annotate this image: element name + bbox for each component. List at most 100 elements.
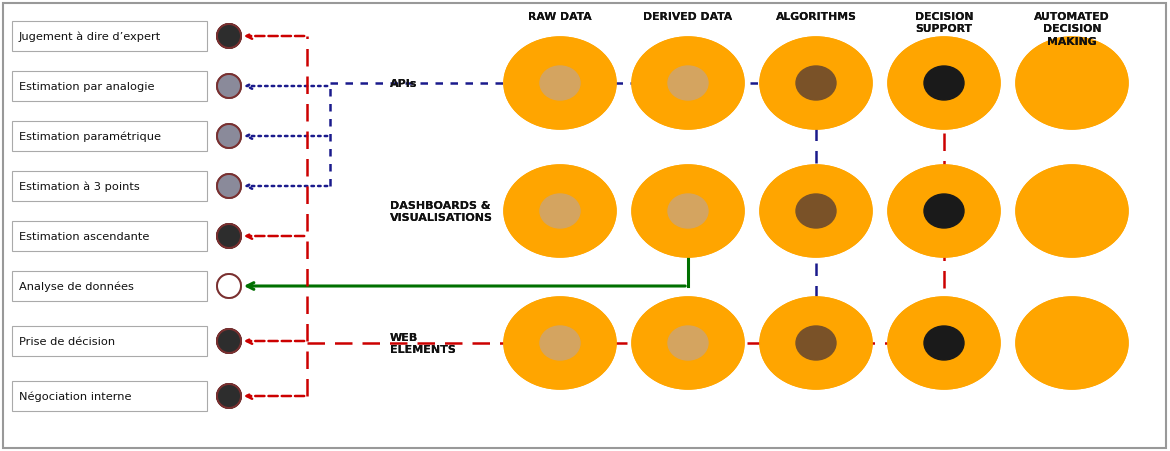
Ellipse shape: [924, 67, 964, 101]
Ellipse shape: [760, 297, 872, 389]
Text: Négociation interne: Négociation interne: [19, 391, 131, 401]
Circle shape: [216, 329, 241, 353]
Ellipse shape: [668, 67, 708, 101]
Ellipse shape: [541, 326, 580, 360]
Text: RAW DATA: RAW DATA: [528, 12, 592, 22]
Circle shape: [216, 75, 241, 99]
Ellipse shape: [504, 166, 615, 258]
Circle shape: [216, 329, 241, 353]
Ellipse shape: [760, 166, 872, 258]
Ellipse shape: [504, 166, 615, 258]
Ellipse shape: [632, 38, 744, 130]
Circle shape: [216, 274, 241, 299]
Circle shape: [216, 225, 241, 249]
Ellipse shape: [760, 38, 872, 130]
Ellipse shape: [760, 297, 872, 389]
FancyBboxPatch shape: [12, 172, 207, 202]
Text: AUTOMATED
DECISION
MAKING: AUTOMATED DECISION MAKING: [1034, 12, 1110, 47]
Ellipse shape: [668, 326, 708, 360]
Ellipse shape: [760, 166, 872, 258]
Circle shape: [216, 125, 241, 149]
Ellipse shape: [541, 67, 580, 101]
Text: DERIVED DATA: DERIVED DATA: [644, 12, 732, 22]
Text: DECISION
SUPPORT: DECISION SUPPORT: [915, 12, 973, 34]
Ellipse shape: [796, 194, 837, 229]
Circle shape: [216, 384, 241, 408]
Ellipse shape: [632, 297, 744, 389]
FancyBboxPatch shape: [12, 72, 207, 102]
Circle shape: [216, 175, 241, 198]
Text: Estimation paramétrique: Estimation paramétrique: [19, 131, 161, 142]
Text: DERIVED DATA: DERIVED DATA: [644, 12, 732, 22]
Ellipse shape: [1016, 297, 1128, 389]
Circle shape: [216, 25, 241, 49]
Text: ALGORITHMS: ALGORITHMS: [776, 12, 856, 22]
Ellipse shape: [668, 194, 708, 229]
Text: DASHBOARDS &
VISUALISATIONS: DASHBOARDS & VISUALISATIONS: [390, 200, 493, 223]
Ellipse shape: [504, 38, 615, 130]
Text: Estimation à 3 points: Estimation à 3 points: [19, 181, 139, 192]
Ellipse shape: [1016, 166, 1128, 258]
FancyBboxPatch shape: [12, 22, 207, 52]
Ellipse shape: [632, 166, 744, 258]
Ellipse shape: [541, 326, 580, 360]
Circle shape: [216, 274, 241, 299]
Text: AUTOMATED
DECISION
MAKING: AUTOMATED DECISION MAKING: [1034, 12, 1110, 47]
Ellipse shape: [888, 38, 1000, 130]
Text: Estimation par analogie: Estimation par analogie: [19, 82, 154, 92]
Ellipse shape: [796, 194, 837, 229]
Ellipse shape: [541, 67, 580, 101]
Ellipse shape: [796, 67, 837, 101]
Text: Estimation ascendante: Estimation ascendante: [19, 231, 150, 241]
Ellipse shape: [668, 194, 708, 229]
Text: ALGORITHMS: ALGORITHMS: [776, 12, 856, 22]
Ellipse shape: [541, 194, 580, 229]
Ellipse shape: [796, 326, 837, 360]
Text: APIs: APIs: [390, 79, 418, 89]
Circle shape: [216, 125, 241, 149]
Ellipse shape: [504, 297, 615, 389]
Text: DECISION
SUPPORT: DECISION SUPPORT: [915, 12, 973, 34]
Ellipse shape: [668, 67, 708, 101]
Ellipse shape: [924, 326, 964, 360]
Circle shape: [216, 225, 241, 249]
Text: WEB
ELEMENTS: WEB ELEMENTS: [390, 332, 456, 354]
Ellipse shape: [924, 67, 964, 101]
FancyBboxPatch shape: [12, 326, 207, 356]
Ellipse shape: [541, 194, 580, 229]
Ellipse shape: [632, 297, 744, 389]
Circle shape: [216, 175, 241, 198]
Ellipse shape: [888, 297, 1000, 389]
Circle shape: [216, 25, 241, 49]
Ellipse shape: [632, 166, 744, 258]
Text: Prise de décision: Prise de décision: [19, 336, 115, 346]
Circle shape: [216, 75, 241, 99]
FancyBboxPatch shape: [12, 272, 207, 301]
Ellipse shape: [1016, 38, 1128, 130]
Ellipse shape: [760, 38, 872, 130]
Ellipse shape: [888, 38, 1000, 130]
FancyBboxPatch shape: [12, 381, 207, 411]
Ellipse shape: [504, 38, 615, 130]
Ellipse shape: [924, 326, 964, 360]
Ellipse shape: [888, 166, 1000, 258]
FancyBboxPatch shape: [4, 4, 1166, 448]
Ellipse shape: [632, 38, 744, 130]
Text: Analyse de données: Analyse de données: [19, 281, 133, 292]
Ellipse shape: [888, 297, 1000, 389]
Ellipse shape: [668, 326, 708, 360]
Ellipse shape: [796, 67, 837, 101]
Text: WEB
ELEMENTS: WEB ELEMENTS: [390, 332, 456, 354]
Text: Jugement à dire d’expert: Jugement à dire d’expert: [19, 32, 161, 42]
Text: RAW DATA: RAW DATA: [528, 12, 592, 22]
Ellipse shape: [924, 194, 964, 229]
Ellipse shape: [924, 194, 964, 229]
Ellipse shape: [888, 166, 1000, 258]
Text: APIs: APIs: [390, 79, 418, 89]
Ellipse shape: [1016, 166, 1128, 258]
Text: DASHBOARDS &
VISUALISATIONS: DASHBOARDS & VISUALISATIONS: [390, 200, 493, 223]
Ellipse shape: [796, 326, 837, 360]
FancyBboxPatch shape: [12, 122, 207, 152]
FancyBboxPatch shape: [12, 221, 207, 252]
Ellipse shape: [1016, 297, 1128, 389]
